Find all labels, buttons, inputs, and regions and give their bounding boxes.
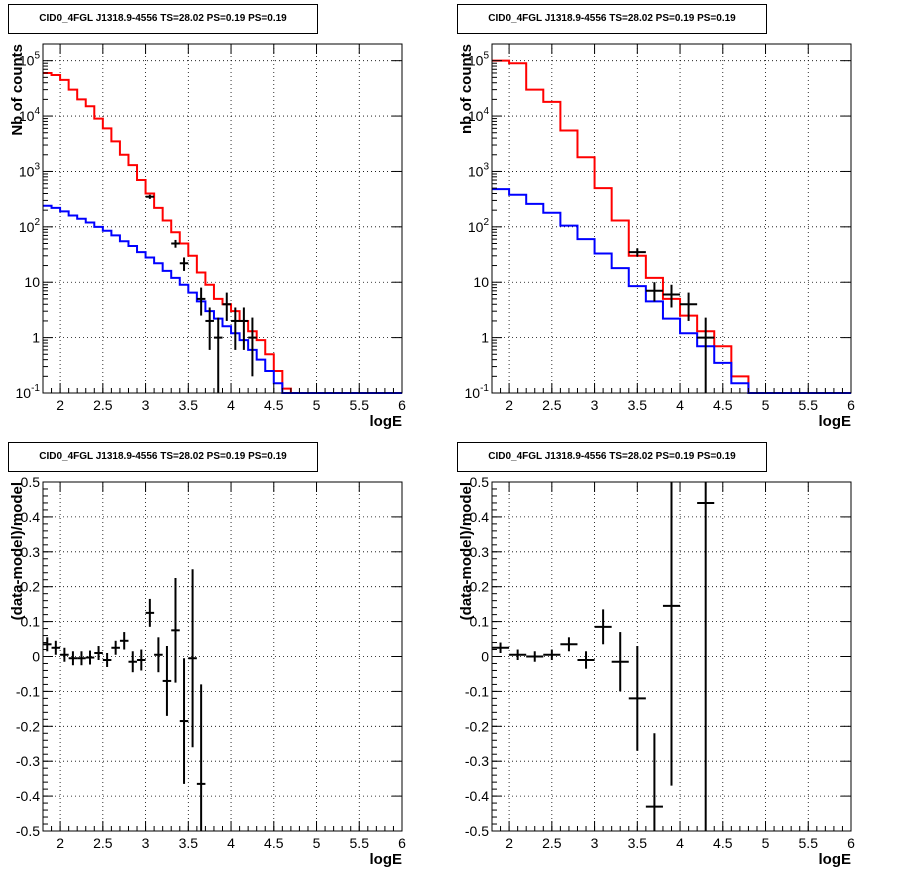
y-tick-label: 102	[19, 217, 41, 235]
chart-title: CID0_4FGL J1318.9-4556 TS=28.02 PS=0.19 …	[8, 4, 318, 34]
plot-frame	[42, 481, 403, 832]
y-tick-label: -0.1	[16, 683, 40, 699]
x-tick-label: 3	[591, 835, 599, 851]
chart-svg: 2 2.5 3 3.5 4 4.5 5 5.5 6 10-1 1 10 102 103 104 105 logE…	[9, 43, 406, 430]
y-tick-label: -0.4	[465, 788, 489, 804]
y-axis-label: (data-model)/model	[458, 482, 475, 620]
x-tick-label: 2	[505, 397, 513, 413]
y-axis-label: Nb of counts	[9, 44, 26, 136]
y-tick-label: 10	[24, 274, 40, 290]
chart-title: CID0_4FGL J1318.9-4556 TS=28.02 PS=0.19 …	[457, 4, 767, 34]
chart-svg: 2 2.5 3 3.5 4 4.5 5 5.5 6 -0.5 -0.4 -0.3 -0.2 -0.1 0 0.…	[9, 474, 406, 868]
y-tick-label: 0.5	[470, 474, 490, 490]
x-tick-label: 5.5	[350, 835, 370, 851]
x-tick-label: 4	[227, 397, 235, 413]
y-tick-label: 1	[32, 330, 40, 346]
x-axis-label: logE	[370, 851, 403, 868]
y-tick-label: 105	[468, 51, 490, 69]
x-tick-label: 5.5	[350, 397, 370, 413]
y-tick-label: 0	[481, 649, 489, 665]
chart-residuals-right: CID0_4FGL J1318.9-4556 TS=28.02 PS=0.19 …	[449, 438, 898, 875]
x-tick-label: 5	[762, 835, 770, 851]
y-tick-label: 1	[481, 330, 489, 346]
x-tick-label: 5	[762, 397, 770, 413]
y-tick-label: 0.2	[470, 579, 490, 595]
x-tick-label: 6	[847, 835, 855, 851]
chart-counts-right: CID0_4FGL J1318.9-4556 TS=28.02 PS=0.19 …	[449, 0, 898, 437]
x-tick-label: 5.5	[799, 397, 819, 413]
x-tick-label: 2.5	[542, 397, 562, 413]
y-tick-label: -0.1	[465, 683, 489, 699]
x-tick-label: 3	[142, 397, 150, 413]
chart-residuals-left: CID0_4FGL J1318.9-4556 TS=28.02 PS=0.19 …	[0, 438, 449, 875]
x-tick-label: 2.5	[93, 835, 113, 851]
x-tick-label: 6	[398, 397, 406, 413]
x-tick-label: 2	[56, 835, 64, 851]
y-tick-label: -0.3	[465, 753, 489, 769]
x-tick-label: 2.5	[93, 397, 113, 413]
x-axis-label: logE	[370, 413, 403, 430]
y-tick-label: 0.4	[21, 509, 41, 525]
y-tick-label: 0.1	[21, 614, 41, 630]
y-tick-label: 10	[473, 274, 489, 290]
y-tick-label: -0.3	[16, 753, 40, 769]
chart-svg: 2 2.5 3 3.5 4 4.5 5 5.5 6 -0.5 -0.4 -0.3 -0.2 -0.1 0 0.…	[458, 474, 855, 868]
x-tick-label: 4	[227, 835, 235, 851]
y-tick-label: 102	[468, 217, 490, 235]
x-tick-label: 4.5	[264, 835, 284, 851]
chart-title: CID0_4FGL J1318.9-4556 TS=28.02 PS=0.19 …	[8, 442, 318, 472]
y-tick-label: 0.4	[470, 509, 490, 525]
x-tick-label: 2	[56, 397, 64, 413]
x-tick-label: 4.5	[264, 397, 284, 413]
y-tick-label: 103	[468, 161, 490, 179]
x-tick-label: 3.5	[179, 397, 199, 413]
y-tick-label: 103	[19, 161, 41, 179]
x-axis-label: logE	[819, 413, 852, 430]
histogram-series	[492, 59, 851, 394]
y-tick-label: -0.5	[465, 823, 489, 839]
x-axis-label: logE	[819, 851, 852, 868]
x-tick-label: 4.5	[713, 397, 733, 413]
plot-frame	[491, 43, 852, 394]
x-tick-label: 3.5	[179, 835, 199, 851]
x-tick-label: 2.5	[542, 835, 562, 851]
y-tick-label: 0.3	[21, 544, 41, 560]
y-tick-label: 104	[19, 106, 41, 124]
x-tick-label: 4	[676, 835, 684, 851]
y-tick-label: 105	[19, 51, 41, 69]
chart-counts-left: CID0_4FGL J1318.9-4556 TS=28.02 PS=0.19 …	[0, 0, 449, 437]
chart-title: CID0_4FGL J1318.9-4556 TS=28.02 PS=0.19 …	[457, 442, 767, 472]
x-tick-label: 2	[505, 835, 513, 851]
y-tick-label: 0.2	[21, 579, 41, 595]
chart-svg: 2 2.5 3 3.5 4 4.5 5 5.5 6 10-1 1 10 102 103 104 105 logE…	[458, 43, 855, 430]
y-tick-label: 0	[32, 649, 40, 665]
x-tick-label: 5	[313, 397, 321, 413]
x-tick-label: 3	[591, 397, 599, 413]
histogram-series	[43, 71, 402, 394]
y-tick-label: 10-1	[465, 383, 490, 401]
y-tick-label: 0.5	[21, 474, 41, 490]
y-tick-label: 10-1	[16, 383, 41, 401]
y-tick-label: -0.2	[16, 718, 40, 734]
x-tick-label: 3	[142, 835, 150, 851]
x-tick-label: 6	[398, 835, 406, 851]
y-tick-label: 0.1	[470, 614, 490, 630]
x-tick-label: 4	[676, 397, 684, 413]
y-tick-label: -0.4	[16, 788, 40, 804]
y-tick-label: -0.5	[16, 823, 40, 839]
x-tick-label: 6	[847, 397, 855, 413]
x-tick-label: 4.5	[713, 835, 733, 851]
y-tick-label: 0.3	[470, 544, 490, 560]
plot-frame	[42, 43, 403, 394]
y-tick-label: -0.2	[465, 718, 489, 734]
y-tick-label: 104	[468, 106, 490, 124]
y-axis-label: (data-model)/model	[9, 482, 26, 620]
x-tick-label: 3.5	[628, 397, 648, 413]
x-tick-label: 3.5	[628, 835, 648, 851]
x-tick-label: 5	[313, 835, 321, 851]
y-axis-label: nb of counts	[458, 44, 475, 134]
x-tick-label: 5.5	[799, 835, 819, 851]
